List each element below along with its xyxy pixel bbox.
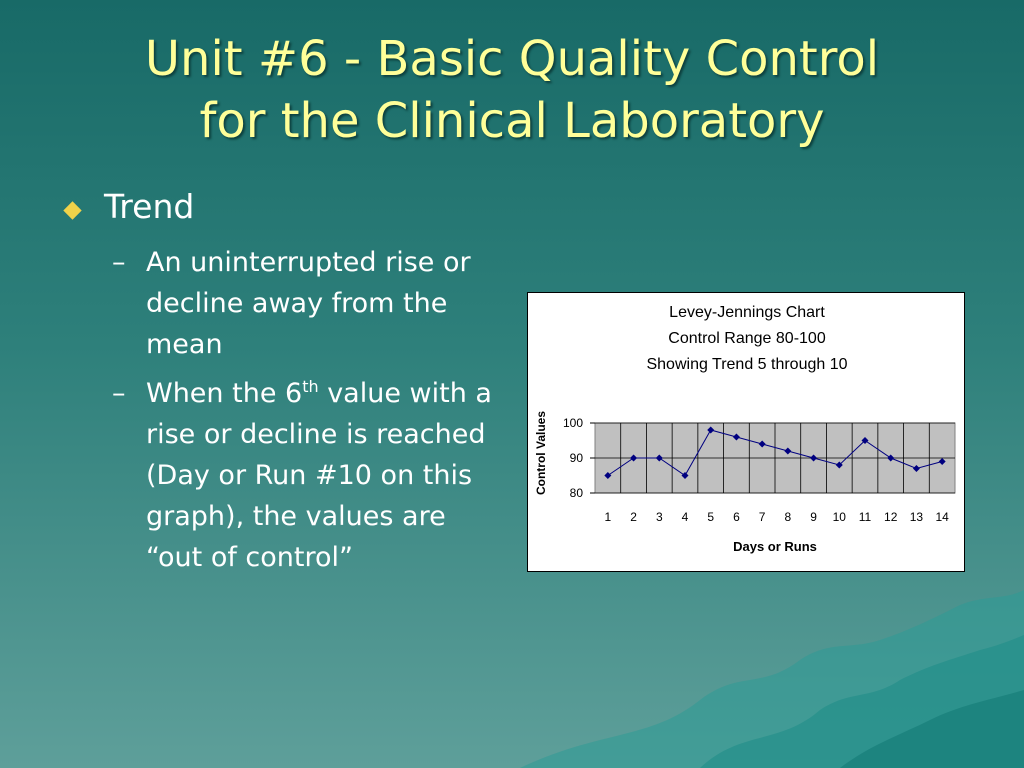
x-tick-label: 7 — [759, 510, 766, 524]
data-point-marker — [887, 454, 895, 462]
title-line-2: for the Clinical Laboratory — [199, 93, 825, 149]
x-tick-label: 14 — [935, 510, 949, 524]
x-tick-label: 10 — [833, 510, 847, 524]
x-tick-label: 11 — [859, 510, 872, 524]
title-line-1: Unit #6 - Basic Quality Control — [144, 31, 880, 87]
x-tick-label: 8 — [785, 510, 792, 524]
text-before-superscript: When the 6 — [146, 378, 303, 409]
x-tick-label: 1 — [605, 510, 612, 524]
x-axis-label: Days or Runs — [733, 539, 817, 554]
x-tick-label: 13 — [910, 510, 924, 524]
series-line — [607, 429, 943, 477]
ordinal-superscript: th — [302, 377, 319, 396]
slide-title: Unit #6 - Basic Quality Control for the … — [0, 28, 1024, 152]
data-point-marker — [835, 461, 843, 469]
text-after-superscript: value with a rise or decline is reached … — [146, 378, 492, 573]
chart-title-line: Levey-Jennings Chart — [669, 304, 825, 321]
x-tick-label: 3 — [656, 510, 663, 524]
y-tick-label: 90 — [570, 451, 584, 465]
y-tick-label: 80 — [570, 486, 584, 500]
chart-title-line: Control Range 80-100 — [668, 330, 826, 347]
y-tick-label: 100 — [563, 416, 583, 430]
data-point-marker — [784, 447, 792, 455]
levey-jennings-chart: Levey-Jennings Chart Control Range 80-100… — [527, 292, 965, 572]
data-point-marker — [912, 465, 920, 472]
bullet-trend-label: Trend — [104, 187, 195, 226]
data-point-marker — [630, 454, 638, 462]
data-point-marker — [938, 458, 946, 465]
data-point-marker — [707, 426, 715, 434]
x-tick-label: 4 — [682, 510, 689, 524]
x-tick-label: 5 — [707, 510, 714, 524]
chart-title-line: Showing Trend 5 through 10 — [646, 356, 847, 373]
data-point-marker — [861, 437, 869, 444]
sub-bullet-definition-text: An uninterrupted rise or decline away fr… — [146, 247, 471, 360]
sub-bullet-definition: – An uninterrupted rise or decline away … — [112, 242, 512, 367]
x-tick-label: 6 — [733, 510, 740, 524]
dash-bullet: – — [112, 247, 126, 278]
data-point-marker — [732, 433, 740, 441]
y-axis-label: Control Values — [534, 411, 548, 495]
chart-svg: Levey-Jennings Chart Control Range 80-100… — [534, 304, 956, 554]
data-point-marker — [810, 454, 818, 462]
sub-bullet-out-of-control-text: When the 6th value with a rise or declin… — [146, 373, 506, 578]
x-tick-label: 12 — [884, 510, 898, 524]
x-tick-label: 9 — [810, 510, 817, 524]
data-point-marker — [655, 454, 663, 462]
data-point-marker — [681, 472, 689, 479]
sub-bullet-out-of-control: – When the 6th value with a rise or decl… — [112, 373, 512, 623]
data-point-marker — [758, 440, 766, 448]
data-point-marker — [604, 472, 612, 479]
x-tick-label: 2 — [630, 510, 637, 524]
dash-bullet: – — [112, 378, 126, 409]
